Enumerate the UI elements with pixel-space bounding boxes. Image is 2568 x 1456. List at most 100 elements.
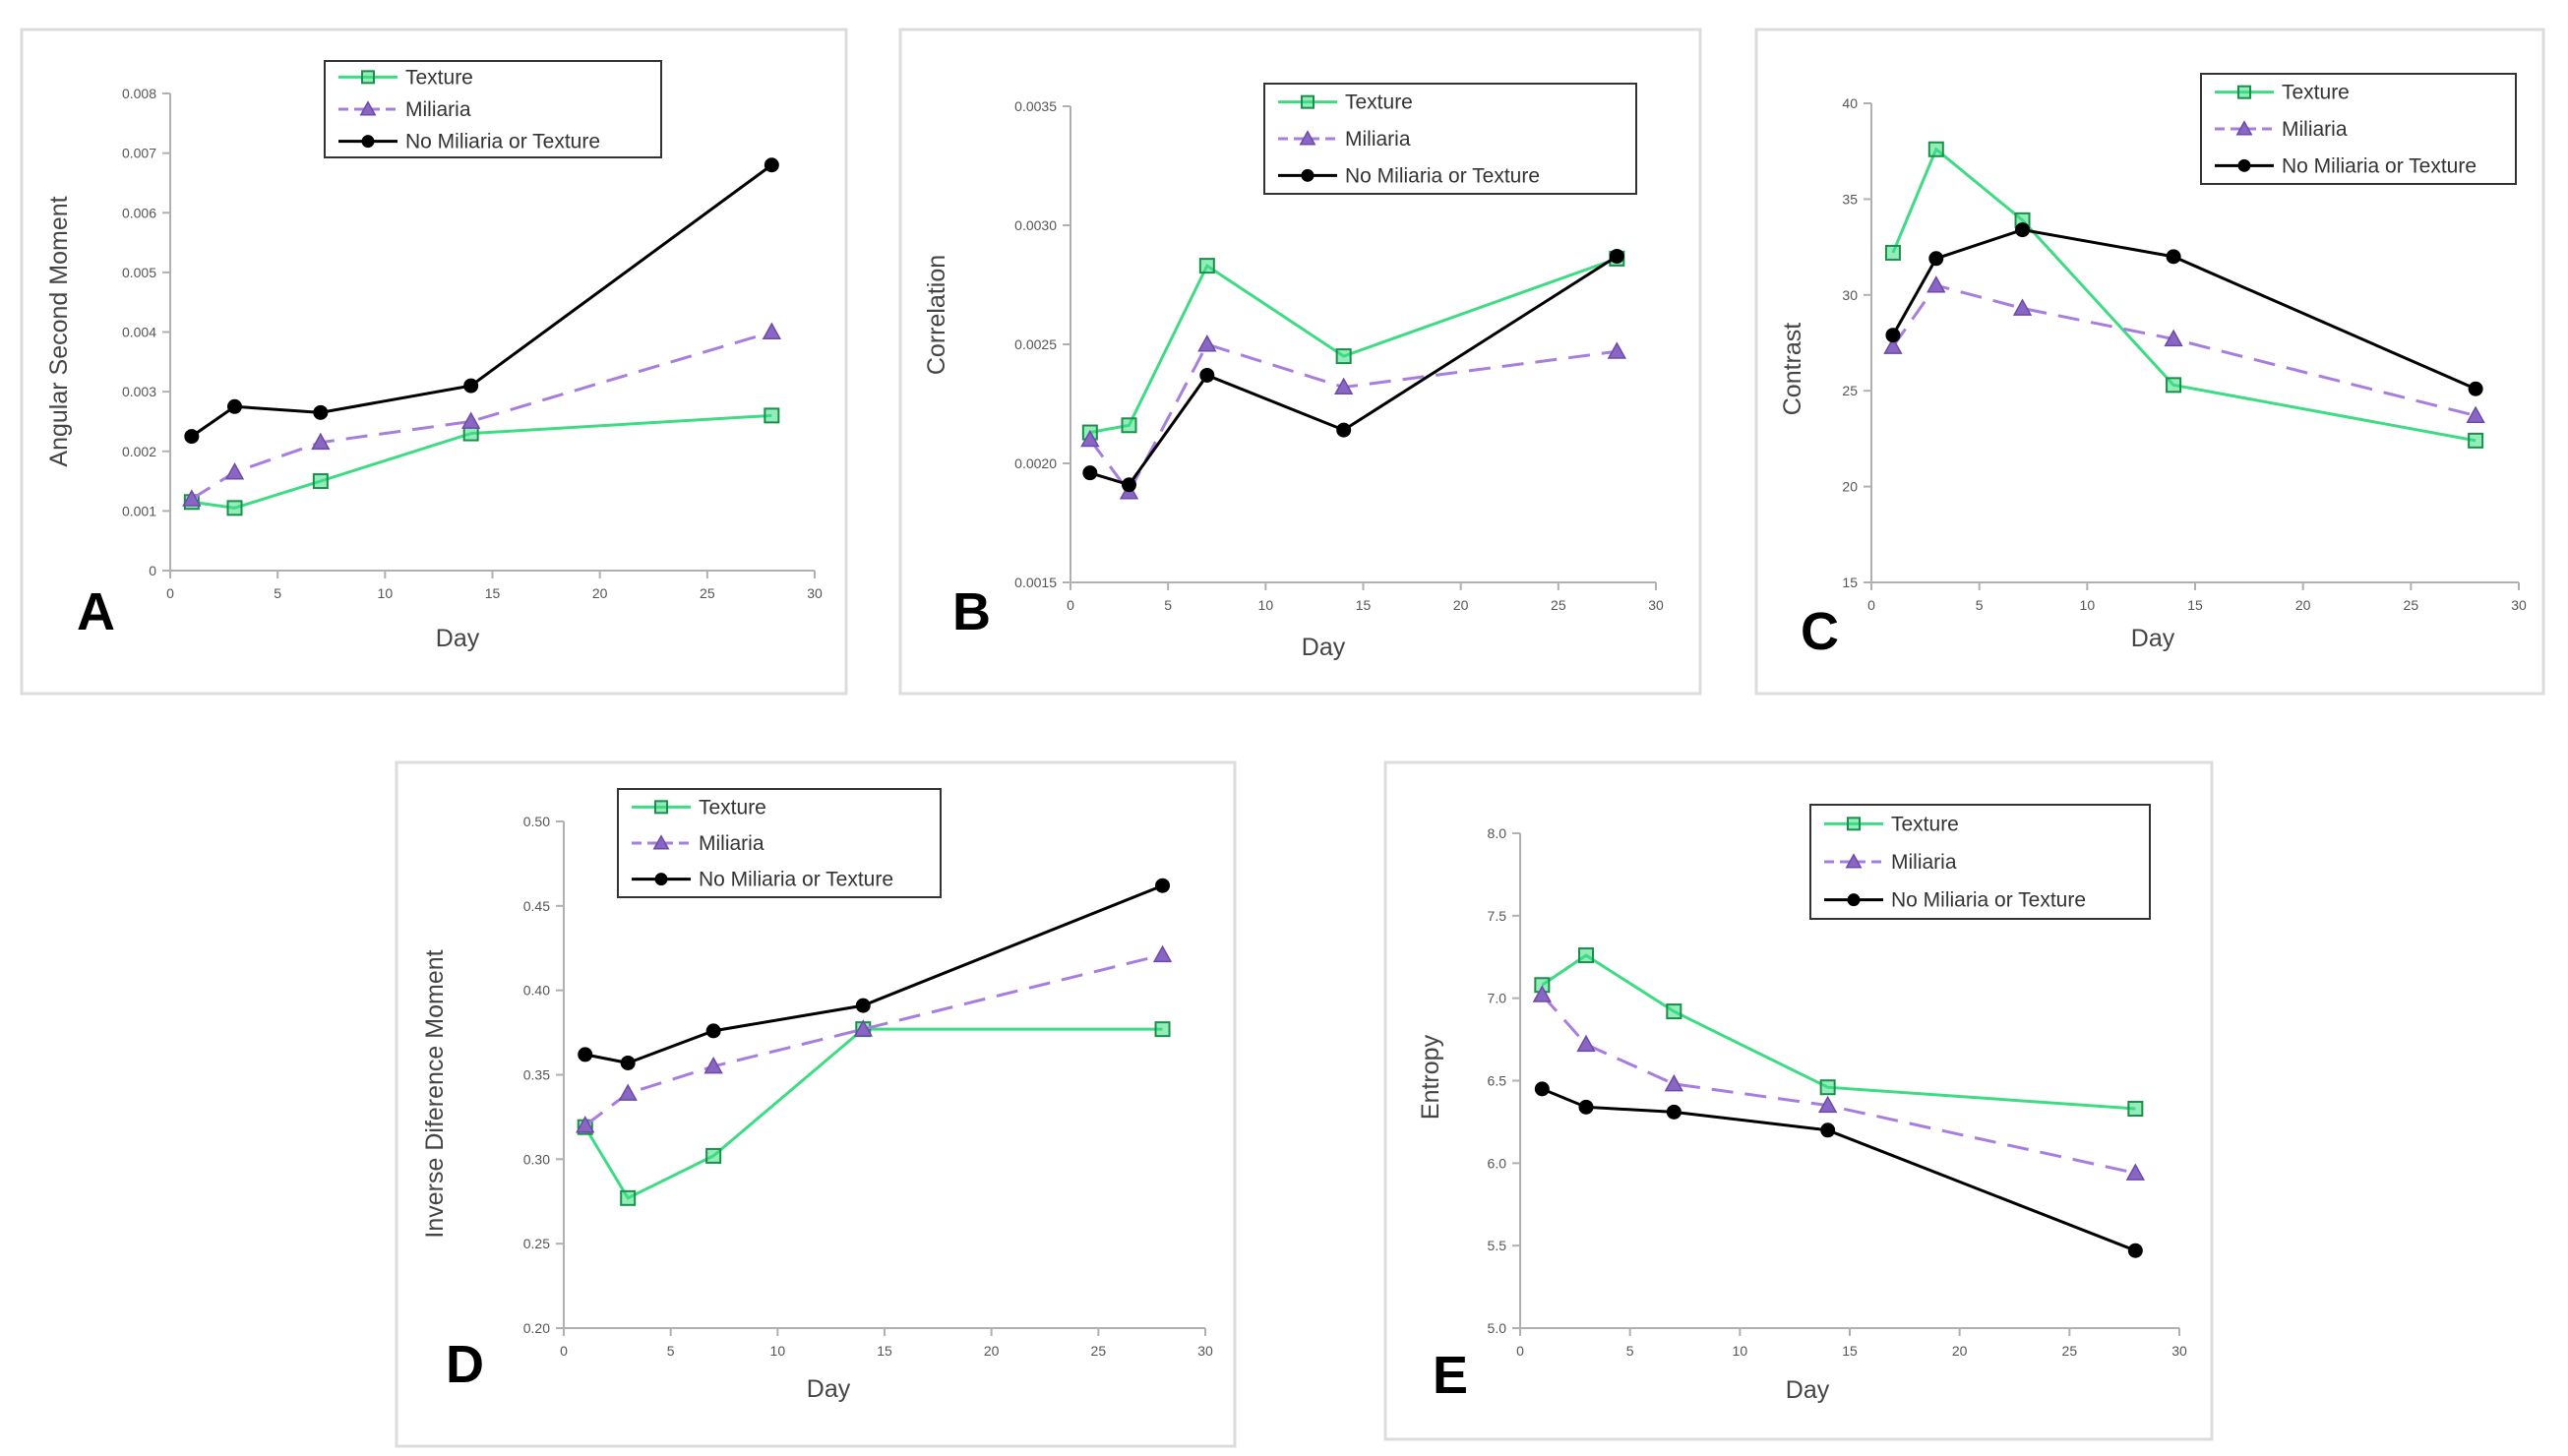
- data-point-texture: [2468, 432, 2484, 449]
- data-point-miliaria: [1817, 1095, 1838, 1114]
- legend-marker-none: [361, 135, 375, 149]
- y-axis-title: Inverse Diference Moment: [421, 949, 449, 1238]
- legend-marker-miliaria: [1299, 130, 1316, 146]
- x-tick-label: 10: [2080, 597, 2096, 613]
- y-tick-label: 5.5: [1488, 1238, 1507, 1253]
- panel-letter: E: [1433, 1346, 1468, 1405]
- data-point-texture: [1578, 947, 1594, 964]
- x-tick-label: 0: [166, 585, 174, 601]
- y-tick-label: 20: [1842, 479, 1858, 495]
- data-point-none: [855, 998, 871, 1013]
- data-point-texture: [2127, 1101, 2144, 1118]
- legend-marker-none: [654, 873, 668, 886]
- data-point-miliaria: [182, 489, 202, 507]
- x-tick-label: 5: [274, 585, 281, 601]
- panel-letter: A: [77, 582, 115, 641]
- data-point-miliaria: [224, 462, 245, 480]
- y-tick-label: 0.006: [122, 205, 156, 220]
- x-tick-label: 30: [2511, 597, 2527, 613]
- x-tick-label: 5: [667, 1343, 675, 1359]
- legend: Texture Miliaria No Miliaria or Texture: [2200, 73, 2517, 185]
- y-tick-label: 30: [1842, 287, 1858, 303]
- legend-label-miliaria: Miliaria: [1891, 851, 1957, 874]
- data-point-texture: [1927, 141, 1944, 157]
- y-tick-label: 0.002: [122, 444, 156, 459]
- data-point-texture: [226, 500, 243, 516]
- data-point-none: [1666, 1104, 1681, 1120]
- panel-letter: B: [952, 582, 991, 641]
- series-line-miliaria: [1088, 342, 1618, 495]
- x-tick-label: 0: [1516, 1343, 1524, 1359]
- panel-a: 0 0.001 0.002 0.003 0.004 0.005 0.006 0.007 0.00…: [20, 28, 848, 696]
- x-tick-label: 5: [1164, 597, 1172, 613]
- y-tick-label: 7.0: [1488, 991, 1507, 1006]
- data-point-none: [2127, 1243, 2143, 1258]
- data-point-texture: [1121, 417, 1137, 434]
- y-tick-label: 0.0020: [1014, 455, 1057, 471]
- y-tick-label: 0.30: [523, 1151, 550, 1167]
- data-point-none: [1082, 465, 1098, 481]
- y-tick-label: 0.007: [122, 146, 156, 161]
- legend-label-texture: Texture: [1891, 813, 1959, 835]
- x-tick-label: 25: [2404, 597, 2419, 613]
- data-point-miliaria: [762, 322, 782, 339]
- panel-letter: D: [446, 1335, 484, 1394]
- legend-marker-miliaria: [2235, 120, 2253, 136]
- x-tick-label: 15: [877, 1343, 892, 1359]
- legend: Texture Miliaria No Miliaria or Texture: [1809, 804, 2151, 920]
- data-point-none: [764, 157, 779, 173]
- x-tick-label: 15: [1356, 597, 1372, 613]
- x-tick-label: 30: [2171, 1343, 2187, 1359]
- panel-letter: C: [1801, 602, 1839, 661]
- legend-label-miliaria: Miliaria: [699, 832, 764, 855]
- x-tick-label: 5: [1626, 1343, 1634, 1359]
- legend-marker-miliaria: [652, 834, 670, 850]
- y-axis-title: Contrast: [1779, 323, 1806, 416]
- data-point-none: [1199, 367, 1215, 383]
- data-point-none: [1578, 1099, 1594, 1115]
- y-tick-label: 8.0: [1488, 825, 1507, 841]
- legend-marker-miliaria: [1845, 853, 1863, 869]
- data-point-texture: [1666, 1003, 1682, 1020]
- panel-b: 0.0015 0.0020 0.0025 0.0030 0.0035 0 5 10 15 20 25…: [898, 28, 1702, 696]
- y-tick-label: 0.20: [523, 1320, 550, 1336]
- data-point-miliaria: [1152, 944, 1173, 963]
- data-point-none: [184, 429, 200, 445]
- y-tick-label: 0.004: [122, 325, 156, 340]
- panel-e: 5.0 5.5 6.0 6.5 7.0 7.5 8.0 0 5 10 15 20 25 30 Day Entr…: [1383, 760, 2214, 1441]
- data-point-none: [1609, 248, 1624, 264]
- y-axis-title: Entropy: [1417, 1034, 1444, 1120]
- x-tick-label: 15: [485, 585, 501, 601]
- data-point-miliaria: [1197, 334, 1217, 352]
- data-point-miliaria: [2164, 329, 2183, 347]
- y-tick-label: 0.25: [523, 1236, 550, 1251]
- data-point-miliaria: [1664, 1073, 1684, 1092]
- legend-marker-texture: [361, 70, 375, 85]
- x-tick-label: 0: [560, 1343, 568, 1359]
- y-tick-label: 0.008: [122, 86, 156, 101]
- data-point-miliaria: [1883, 336, 1903, 354]
- y-tick-label: 0.003: [122, 384, 156, 399]
- y-tick-label: 6.0: [1488, 1155, 1507, 1171]
- legend-label-none: No Miliaria or Texture: [2282, 154, 2476, 177]
- legend-label-none: No Miliaria or Texture: [1891, 889, 2086, 912]
- legend-marker-none: [2237, 158, 2251, 172]
- legend-marker-none: [1301, 168, 1315, 182]
- data-point-miliaria: [1576, 1034, 1596, 1053]
- legend-marker-texture: [654, 800, 668, 815]
- y-tick-label: 40: [1842, 95, 1858, 111]
- x-tick-label: 25: [1091, 1343, 1107, 1359]
- y-tick-label: 6.5: [1488, 1073, 1507, 1089]
- data-point-texture: [1884, 244, 1901, 261]
- data-point-texture: [1198, 258, 1215, 274]
- legend-label-miliaria: Miliaria: [2282, 118, 2348, 141]
- data-point-texture: [1335, 348, 1352, 365]
- data-point-none: [2468, 381, 2483, 396]
- data-point-miliaria: [1532, 985, 1553, 1002]
- x-tick-label: 25: [2062, 1343, 2078, 1359]
- data-point-miliaria: [1080, 429, 1100, 448]
- x-tick-label: 10: [1258, 597, 1274, 613]
- legend-label-none: No Miliaria or Texture: [1345, 164, 1540, 187]
- legend: Texture Miliaria No Miliaria or Texture: [1263, 83, 1637, 195]
